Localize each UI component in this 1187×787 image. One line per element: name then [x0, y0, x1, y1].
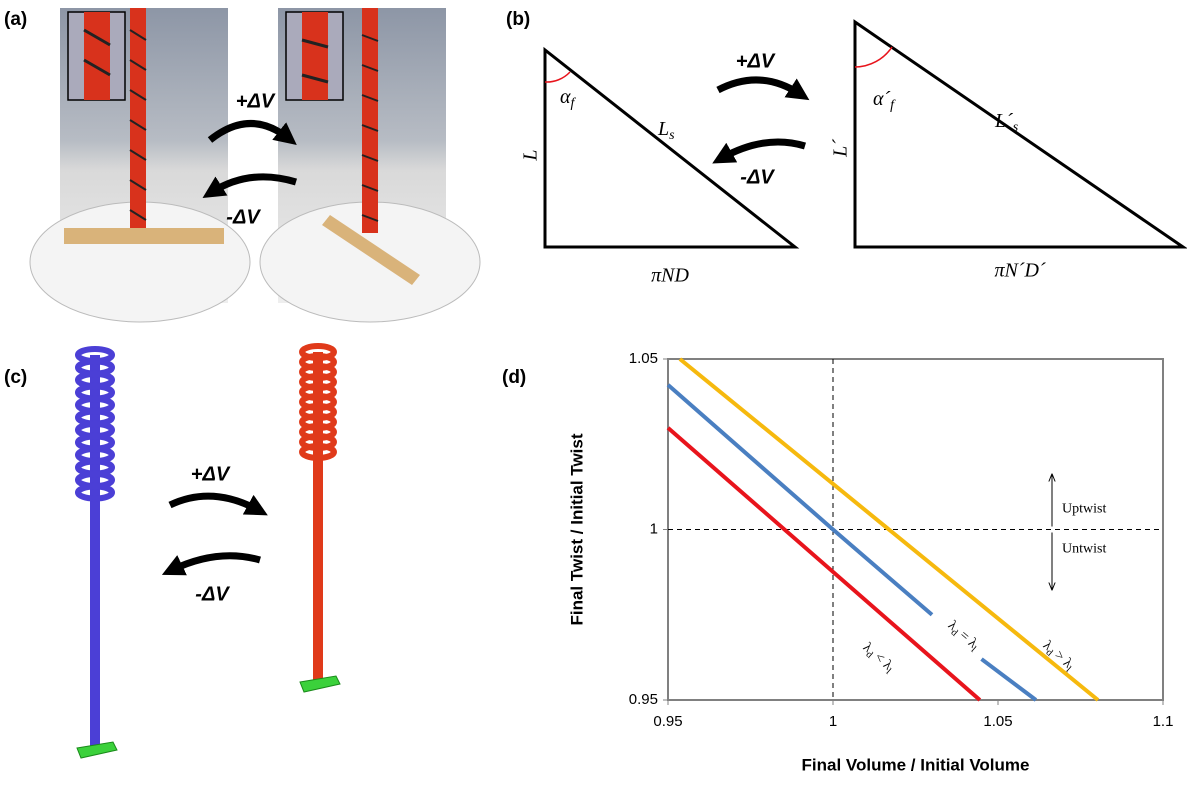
angle-label: α´f	[873, 88, 896, 114]
plus-label: +ΔV	[191, 463, 231, 485]
y-tick-label: 0.95	[629, 691, 658, 708]
panel-label: (d)	[502, 367, 526, 388]
label-part: d	[948, 627, 959, 639]
line	[666, 383, 934, 617]
base	[299, 675, 341, 693]
x-tick-label: 1.1	[1153, 713, 1174, 730]
chart: 0.95 1 1.05 0.95 1 1.05 1.1 Final Volume / Init…	[567, 350, 1173, 775]
label-part: l	[1063, 665, 1072, 675]
hyp-label: L´s	[994, 110, 1019, 136]
panel-label: (a)	[4, 9, 27, 30]
label-part: l	[883, 667, 892, 677]
line	[678, 357, 1100, 702]
coil	[75, 483, 115, 502]
spring-blue	[75, 346, 118, 759]
rod	[313, 352, 323, 682]
line	[980, 657, 1038, 702]
side-label: L	[520, 149, 542, 161]
line-label: λd = λl	[943, 618, 982, 655]
photo-right	[259, 8, 481, 323]
x-axis-title: Final Volume / Initial Volume	[802, 755, 1030, 774]
base-label: πN´D´	[994, 260, 1045, 282]
y-tick-label: 1	[650, 520, 658, 537]
hyp-label: Ls	[657, 118, 675, 144]
label-part: d	[863, 649, 874, 661]
x-tick-label: 0.95	[653, 713, 682, 730]
rod	[90, 355, 100, 748]
label-part: d	[1043, 647, 1054, 659]
panel-label: (c)	[4, 367, 27, 388]
x-tick-label: 1	[829, 713, 837, 730]
plus-label: +ΔV	[736, 50, 776, 72]
minus-label: -ΔV	[226, 206, 261, 228]
spring-red	[299, 343, 341, 693]
base	[76, 741, 118, 759]
line	[666, 426, 982, 702]
arrows	[161, 76, 810, 576]
label-part: l	[968, 645, 977, 655]
base-label: πND	[651, 265, 689, 287]
triangles	[543, 19, 1187, 249]
photo-left	[29, 8, 251, 323]
angle-arcs	[544, 46, 893, 83]
y-axis-title: Final Twist / Initial Twist	[567, 433, 586, 625]
line-label: λd < λl	[858, 640, 897, 677]
side-label: L´	[830, 139, 852, 158]
y-tick-label: 1.05	[629, 350, 658, 367]
minus-label: -ΔV	[195, 583, 230, 605]
x-tick-label: 1.05	[983, 713, 1012, 730]
angle-label: αf	[560, 86, 577, 112]
plus-label: +ΔV	[236, 90, 276, 112]
panel-label: (b)	[506, 9, 530, 30]
minus-label: -ΔV	[740, 166, 775, 188]
coil	[299, 443, 337, 461]
annotation: Uptwist	[1062, 502, 1106, 517]
annotation: Untwist	[1062, 542, 1106, 557]
